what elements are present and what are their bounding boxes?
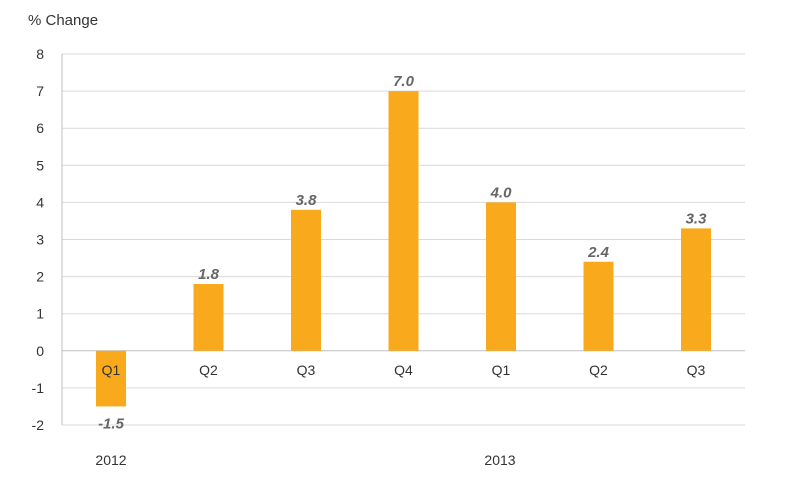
y-tick-label: -1 — [32, 380, 45, 396]
y-tick-label: 1 — [36, 306, 44, 322]
y-tick-label: 8 — [36, 46, 44, 62]
x-tick-label: Q1 — [102, 362, 121, 378]
data-label: 3.8 — [296, 192, 318, 209]
data-label: -1.5 — [98, 415, 125, 432]
bar — [583, 261, 614, 351]
bar — [681, 228, 711, 351]
data-label: 3.3 — [686, 210, 708, 227]
x-tick-label: Q2 — [589, 362, 608, 378]
y-tick-label: 6 — [36, 120, 44, 136]
bar — [388, 91, 419, 351]
data-label: 4.0 — [490, 184, 513, 201]
y-tick-label: 2 — [36, 269, 44, 285]
data-label: 7.0 — [393, 73, 415, 90]
y-tick-label: 7 — [36, 83, 44, 99]
y-tick-label: 4 — [36, 194, 44, 210]
bar — [96, 350, 126, 407]
bar — [291, 209, 321, 351]
y-tick-label: -2 — [32, 417, 45, 433]
x-tick-label: Q1 — [492, 362, 511, 378]
x-tick-label: Q3 — [297, 362, 316, 378]
bar — [193, 284, 224, 351]
x-tick-label: Q4 — [394, 362, 413, 378]
y-tick-label: 5 — [36, 157, 44, 173]
x-tick-label: Q2 — [199, 362, 218, 378]
year-group-label: 2013 — [484, 452, 515, 468]
y-tick-label: 0 — [36, 343, 44, 359]
x-tick-label: Q3 — [687, 362, 706, 378]
y-tick-label: 3 — [36, 232, 44, 248]
y-axis-label: % Change — [28, 12, 99, 29]
data-label: 1.8 — [198, 266, 220, 283]
data-label: 2.4 — [587, 244, 610, 261]
bar — [486, 202, 516, 351]
year-group-label: 2012 — [95, 452, 126, 468]
